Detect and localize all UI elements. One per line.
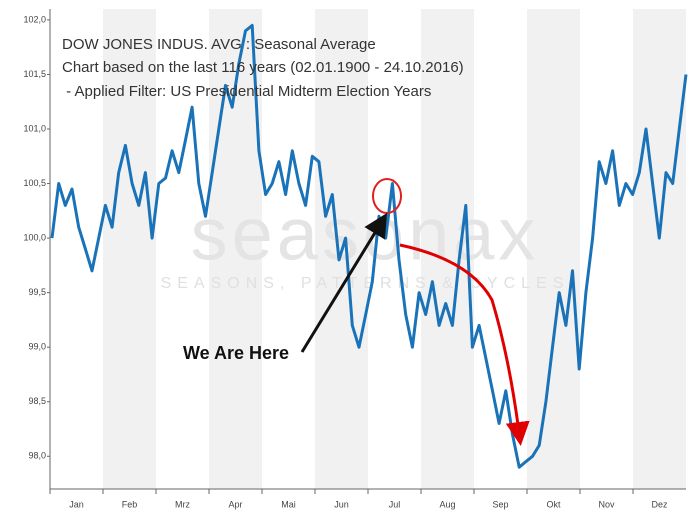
title-line: - Applied Filter: US Presidential Midter… <box>62 83 431 100</box>
x-tick-label: Jan <box>69 499 84 509</box>
x-tick-label: Apr <box>228 499 242 509</box>
series-line <box>50 23 688 469</box>
y-tick-label: 101,0 <box>23 123 46 133</box>
title-line: Chart based on the last 116 years (02.01… <box>62 59 464 76</box>
x-tick-label: Jul <box>389 499 401 509</box>
y-tick-label: 99,0 <box>28 342 46 352</box>
annotation: We Are Here <box>183 343 289 363</box>
x-tick-label: Feb <box>122 499 138 509</box>
title-line: DOW JONES INDUS. AVG : Seasonal Average <box>62 36 376 53</box>
y-tick-label: 98,5 <box>28 396 46 406</box>
month-band <box>527 9 580 489</box>
month-band <box>103 9 156 489</box>
y-tick-label: 100,5 <box>23 178 46 188</box>
x-tick-label: Nov <box>598 499 615 509</box>
watermark: seasonax <box>191 193 540 276</box>
y-tick-label: 102,0 <box>23 14 46 24</box>
watermark-sub: SEASONS, PATTERNS & CYCLES <box>161 275 570 292</box>
x-tick-label: Mai <box>281 499 296 509</box>
y-tick-label: 99,5 <box>28 287 46 297</box>
y-tick-label: 100,0 <box>23 232 46 242</box>
x-tick-label: Mrz <box>175 499 190 509</box>
y-tick-label: 101,5 <box>23 69 46 79</box>
month-band <box>421 9 474 489</box>
x-tick-label: Aug <box>439 499 455 509</box>
month-band <box>633 9 686 489</box>
y-tick-label: 98,0 <box>28 451 46 461</box>
arrow <box>300 212 388 353</box>
x-tick-label: Sep <box>492 499 508 509</box>
x-tick-label: Okt <box>546 499 561 509</box>
x-tick-label: Dez <box>651 499 668 509</box>
arrow <box>399 243 530 446</box>
x-tick-label: Jun <box>334 499 349 509</box>
